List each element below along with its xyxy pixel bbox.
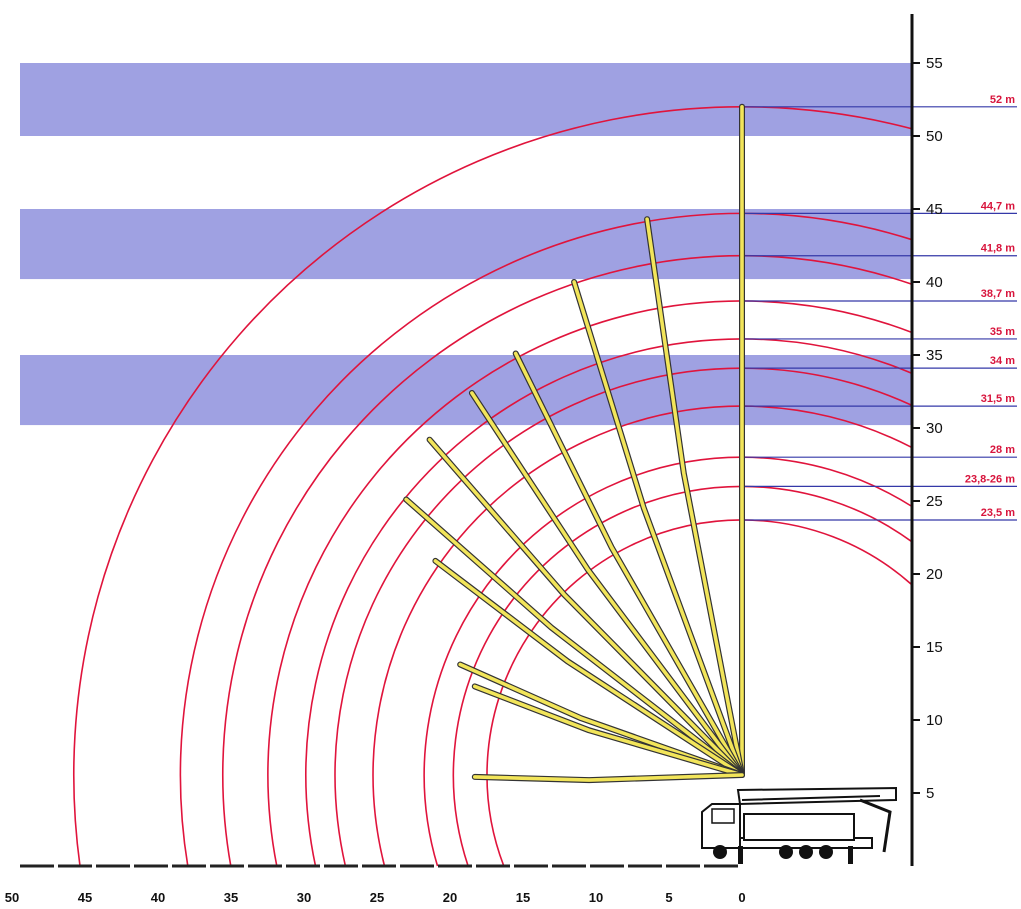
height-marker-label: 34 m [990,355,1015,367]
reach-arc [305,338,913,867]
height-markers: 52 m 44,7 m 41,8 m 38,7 m 35 m 34 m 31,5 m 28 m… [742,94,1017,521]
reach-arc [221,254,913,867]
height-marker-label: 23,8-26 m [965,473,1015,485]
y-axis-ticks: 55 50 45 40 35 30 25 20 15 10 5 [912,55,943,802]
cab-window [711,808,735,824]
boom-arm [513,351,744,777]
boom-arm [645,217,744,777]
truck-body [743,813,855,841]
x-tick-label: 35 [224,890,238,905]
reach-arc [334,367,913,867]
reach-arc [423,456,913,867]
reach-arc [179,212,913,867]
x-tick-label: 40 [151,890,165,905]
y-tick-label: 50 [926,128,943,145]
truck-wheel [819,845,833,859]
y-tick-label: 40 [926,274,943,291]
y-tick-label: 35 [926,347,943,364]
axes [20,14,914,868]
height-marker-label: 52 m [990,94,1015,106]
x-tick-label: 25 [370,890,384,905]
x-tick-label: 20 [443,890,457,905]
truck-wheel [779,845,793,859]
height-band [20,63,912,136]
x-tick-label: 0 [738,890,745,905]
reach-arcs [72,105,913,867]
boom-tip [859,798,892,853]
outrigger [738,846,743,864]
height-marker-label: 28 m [990,444,1015,456]
boom-arm [473,773,744,782]
height-marker-label: 23,5 m [981,507,1015,519]
x-tick-label: 10 [589,890,603,905]
x-tick-label: 5 [665,890,672,905]
height-marker-label: 44,7 m [981,200,1015,212]
y-tick-label: 20 [926,566,943,583]
height-marker-label: 31,5 m [981,393,1015,405]
x-axis-ticks: 50 45 40 35 30 25 20 15 10 5 0 [5,890,746,905]
boom-outline [468,390,745,778]
reach-arc [372,405,913,867]
y-tick-label: 45 [926,201,943,218]
truck-wheel [713,845,727,859]
reach-arc [452,485,913,867]
y-tick-label: 55 [926,55,943,72]
boom-arm [433,559,744,777]
boom-arm [427,437,744,777]
height-bands [20,63,912,426]
y-tick-label: 10 [926,712,943,729]
truck-wheel [799,845,813,859]
y-tick-label: 5 [926,785,934,802]
truck-illustration [701,786,897,864]
height-marker-label: 41,8 m [981,243,1015,255]
boom-arm [404,497,744,777]
outrigger [848,846,853,864]
boom-arm [473,684,744,777]
boom-positions [403,103,745,784]
x-tick-label: 15 [516,890,530,905]
y-tick-label: 15 [926,639,943,656]
y-tick-label: 30 [926,420,943,437]
x-tick-label: 45 [78,890,92,905]
boom-arm [470,391,744,777]
folded-boom [736,786,897,806]
height-marker-label: 35 m [990,326,1015,338]
y-tick-label: 25 [926,493,943,510]
reach-arc [486,519,913,867]
boom-arm [572,280,744,777]
x-tick-label: 30 [297,890,311,905]
height-band [20,209,912,280]
height-marker-label: 38,7 m [981,288,1015,300]
x-tick-label: 50 [5,890,19,905]
boom-arm [458,662,744,777]
